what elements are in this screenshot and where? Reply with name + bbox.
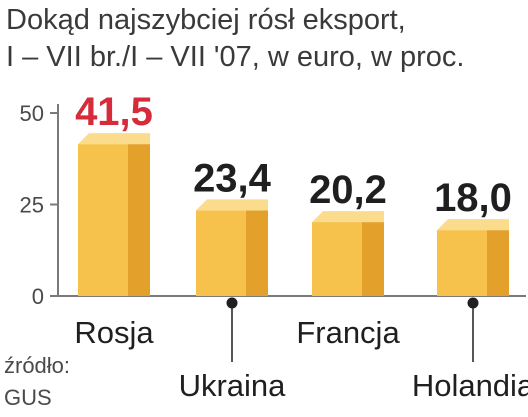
leader-dot [467,297,479,309]
bar-top [437,219,509,231]
source-name: GUS [4,385,52,410]
labels: 41,5 Rosja 23,4 Ukraina 20,2 Francja 18,0 Holan… [74,90,528,403]
bar-side [128,144,150,296]
bar-top [196,199,268,211]
bar-rosja [78,133,150,296]
category-label: Francja [296,315,400,350]
leader-dot [226,297,238,309]
bar-front [312,222,362,296]
bar-top [312,211,384,223]
chart-subtitle: I – VII br./I – VII '07, w euro, w proc. [6,41,464,73]
category-label: Ukraina [179,368,287,403]
value-label: 20,2 [309,168,387,212]
y-tick-label: 50 [20,101,44,126]
bars [78,133,509,296]
category-label: Rosja [74,315,154,350]
bar-top [78,133,150,145]
bar-side [487,230,509,296]
category-label: Holandia [412,368,528,403]
bar-ukraina [196,199,268,296]
bar-front [437,230,487,296]
value-label: 23,4 [193,156,272,200]
y-tick-label: 25 [20,193,44,218]
chart-title: Dokąd najszybciej rósł eksport, [6,4,406,36]
bar-side [246,210,268,296]
bar-holandia [437,219,509,296]
value-label: 18,0 [434,176,512,220]
value-label: 41,5 [75,90,153,134]
source-label: źródło: [4,353,70,378]
bar-front [78,144,128,296]
y-tick-label: 0 [32,284,44,309]
bar-front [196,210,246,296]
bar-francja [312,211,384,296]
bar-side [362,222,384,296]
